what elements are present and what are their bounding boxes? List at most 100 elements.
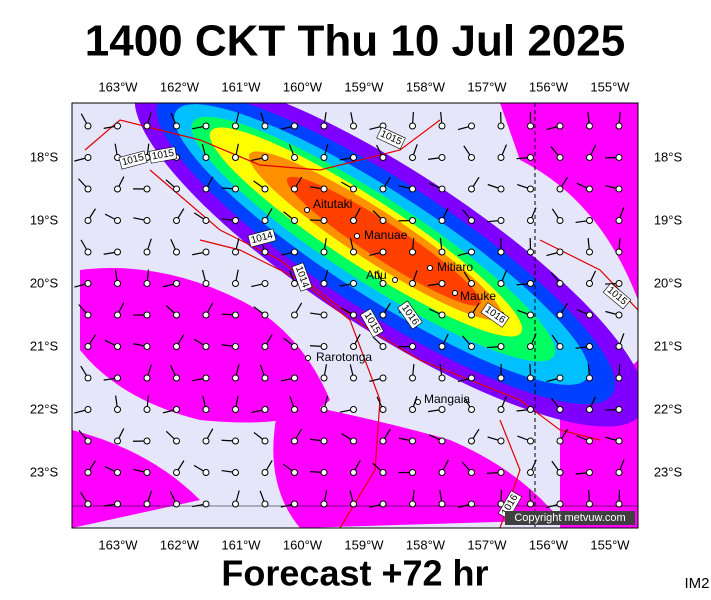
wind-station bbox=[143, 311, 151, 319]
lon-label: 163°W bbox=[98, 537, 138, 552]
wind-station bbox=[556, 154, 564, 161]
lon-label: 157°W bbox=[467, 537, 507, 552]
wind-station bbox=[261, 122, 269, 130]
wind-station bbox=[350, 185, 357, 193]
wind-station bbox=[438, 280, 446, 287]
wind-station bbox=[261, 437, 269, 445]
wind-station bbox=[586, 248, 593, 256]
wind-station bbox=[497, 217, 505, 224]
isobar-label-box bbox=[480, 302, 510, 328]
wind-station bbox=[468, 280, 475, 287]
wind-station bbox=[84, 437, 92, 445]
wind-station bbox=[556, 343, 564, 350]
wind-station bbox=[586, 500, 593, 508]
wind-station bbox=[497, 185, 505, 193]
wind-station bbox=[320, 185, 328, 193]
place-label: Mangaia bbox=[424, 392, 470, 406]
isobar-label: 1015 bbox=[148, 146, 178, 164]
lon-label: 161°W bbox=[221, 537, 261, 552]
place-dot bbox=[354, 233, 360, 239]
wind-station bbox=[556, 406, 564, 413]
wind-station bbox=[320, 154, 328, 161]
wind-station bbox=[232, 406, 239, 413]
wind-station bbox=[409, 500, 416, 508]
wind-station bbox=[202, 280, 210, 287]
lat-label: 18°S bbox=[654, 149, 683, 164]
wind-station bbox=[114, 469, 121, 476]
place-label: Aitutaki bbox=[313, 197, 352, 211]
wind-station bbox=[350, 217, 357, 224]
wind-station bbox=[114, 406, 121, 413]
wind-station bbox=[409, 185, 416, 193]
wind-station bbox=[261, 311, 269, 319]
wind-station bbox=[615, 154, 623, 161]
wind-station bbox=[291, 122, 298, 130]
wind-station bbox=[438, 185, 446, 193]
wind-station bbox=[556, 122, 564, 130]
wind-station bbox=[202, 343, 210, 350]
wind-station bbox=[615, 248, 623, 256]
wind-station bbox=[84, 343, 92, 350]
wind-station bbox=[350, 500, 357, 508]
wind-station bbox=[438, 437, 446, 445]
wind-station bbox=[615, 280, 623, 287]
wind-station bbox=[438, 248, 446, 256]
wind-station bbox=[468, 248, 475, 256]
lat-label: 22°S bbox=[654, 401, 683, 416]
wind-station bbox=[320, 122, 328, 130]
isobar-label-box bbox=[148, 146, 178, 164]
wind-station bbox=[556, 500, 564, 508]
wind-station bbox=[379, 343, 387, 350]
wind-station bbox=[586, 280, 593, 287]
wind-station bbox=[202, 469, 210, 476]
wind-station bbox=[320, 406, 328, 413]
wind-station bbox=[291, 437, 298, 445]
wind-station bbox=[527, 437, 534, 445]
wind-station bbox=[173, 185, 180, 193]
wind-station bbox=[497, 122, 505, 130]
wind-station bbox=[468, 122, 475, 130]
wind-station bbox=[379, 374, 387, 382]
wind-station bbox=[291, 469, 298, 476]
isobar-label: 1014 bbox=[247, 228, 277, 248]
wind-station bbox=[468, 500, 475, 508]
wind-station bbox=[173, 437, 180, 445]
wind-station bbox=[527, 343, 534, 350]
lat-label: 21°S bbox=[30, 338, 59, 353]
wind-station bbox=[409, 406, 416, 413]
wind-station bbox=[586, 154, 593, 161]
wind-station bbox=[586, 185, 593, 193]
wind-station bbox=[232, 154, 239, 161]
wind-station bbox=[202, 500, 210, 508]
wind-station bbox=[527, 469, 534, 476]
wind-station bbox=[261, 469, 269, 476]
wind-station bbox=[320, 248, 328, 256]
wind-station bbox=[350, 406, 357, 413]
isobar-label-box bbox=[397, 300, 423, 330]
caption: Forecast +72 hr bbox=[221, 553, 488, 594]
wind-station bbox=[527, 154, 534, 161]
wind-station bbox=[527, 374, 534, 382]
wind-station bbox=[468, 469, 475, 476]
wind-station bbox=[615, 500, 623, 508]
lon-label: 160°W bbox=[283, 537, 323, 552]
wind-station bbox=[291, 217, 298, 224]
wind-station bbox=[202, 185, 210, 193]
wind-station bbox=[320, 343, 328, 350]
wind-station bbox=[232, 500, 239, 508]
wind-station bbox=[261, 248, 269, 256]
wind-station bbox=[291, 248, 298, 256]
wind-station bbox=[143, 280, 151, 287]
wind-station bbox=[202, 311, 210, 319]
wind-station bbox=[409, 280, 416, 287]
lon-label: 159°W bbox=[344, 79, 384, 94]
wind-station bbox=[468, 154, 475, 161]
lat-label: 21°S bbox=[654, 338, 683, 353]
place-dot bbox=[392, 277, 398, 283]
wind-station bbox=[173, 406, 180, 413]
isobar-label-box bbox=[497, 490, 523, 520]
wind-station bbox=[173, 374, 180, 382]
wind-station bbox=[143, 217, 151, 224]
wind-station bbox=[468, 406, 475, 413]
isobar-label-box bbox=[376, 126, 406, 150]
